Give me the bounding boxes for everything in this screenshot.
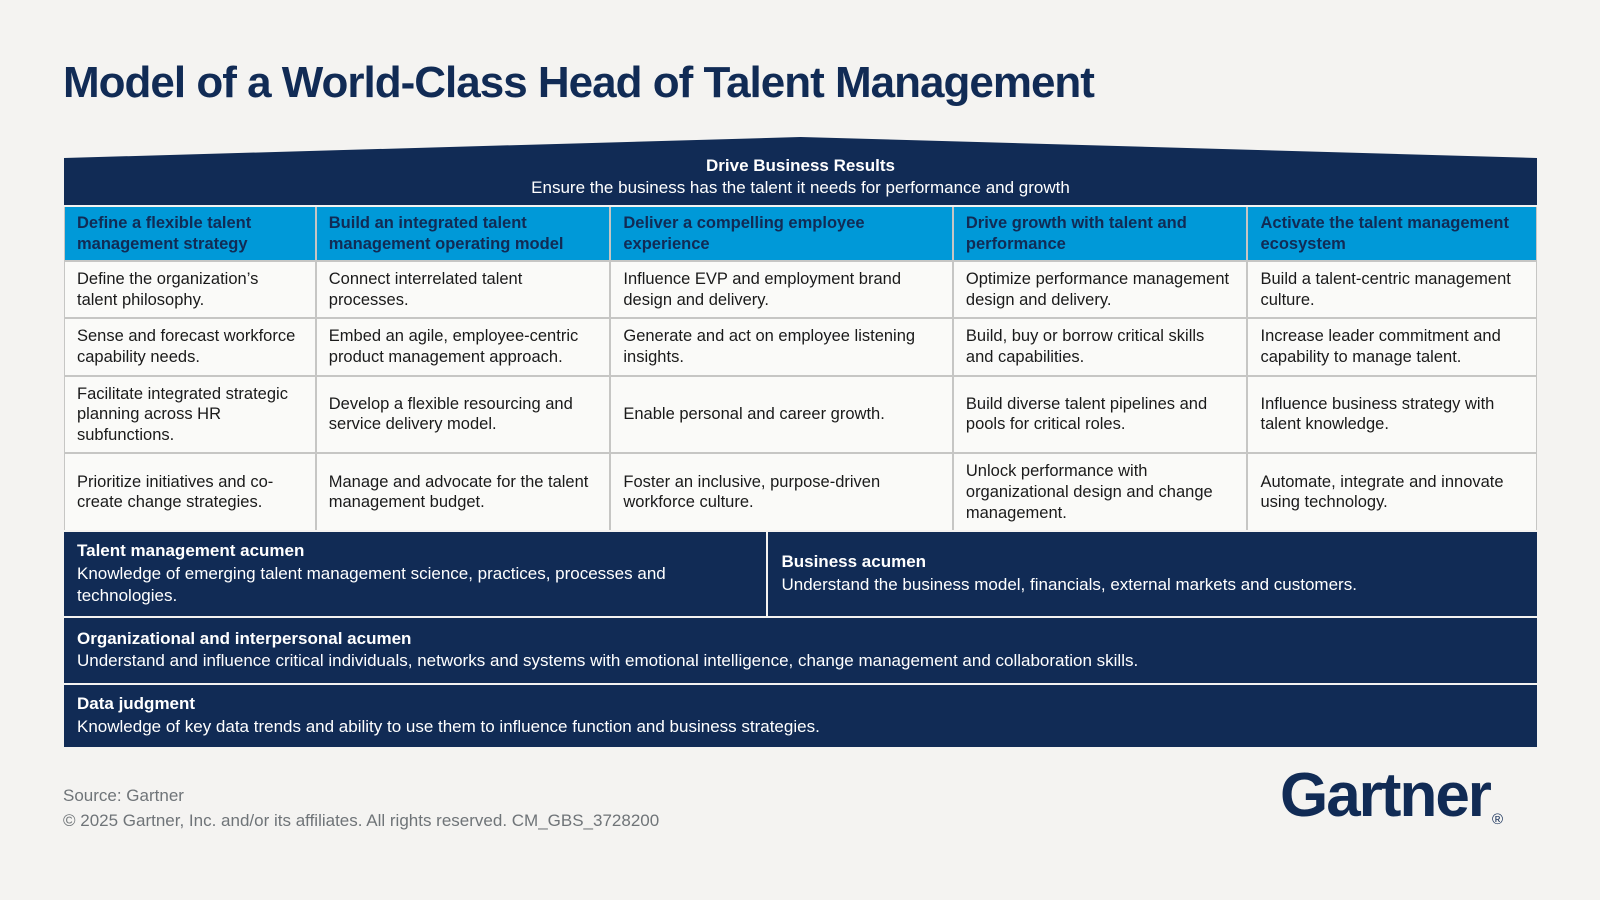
cell-text: Foster an inclusive, purpose-driven work… xyxy=(623,472,881,512)
band-data-judgment: Data judgment Knowledge of key data tren… xyxy=(64,684,1537,747)
model-cell: Connect interrelated talent processes. xyxy=(316,262,610,318)
gartner-logo: Gartner ® xyxy=(1279,760,1503,831)
source-attribution: Source: Gartner © 2025 Gartner, Inc. and… xyxy=(63,784,659,833)
band-talent-management-acumen: Talent management acumen Knowledge of em… xyxy=(64,532,767,616)
cell-text: Build a talent-centric management cultur… xyxy=(1260,270,1511,309)
cell-text: Facilitate integrated strategic planning… xyxy=(77,384,288,444)
model-cell: Enable personal and career growth. xyxy=(611,376,952,453)
model-cell: Facilitate integrated strategic planning… xyxy=(65,376,315,453)
cell-text: Build, buy or borrow critical skills and… xyxy=(965,327,1205,366)
model-cell: Sense and forecast workforce capability … xyxy=(65,319,315,375)
band-business-acumen: Business acumen Understand the business … xyxy=(768,532,1537,616)
talent-management-model: Drive Business Results Ensure the busine… xyxy=(64,137,1537,747)
pillar-header-strategy: Define a flexible talent management stra… xyxy=(65,207,315,260)
cell-text: Enable personal and career growth. xyxy=(623,405,885,424)
model-cell: Embed an agile, employee-centric product… xyxy=(316,319,610,375)
registered-trademark-icon: ® xyxy=(1491,811,1503,828)
pillar-header-operating-model: Build an integrated talent management op… xyxy=(316,207,610,260)
banner-content: Drive Business Results Ensure the busine… xyxy=(64,137,1537,199)
model-cell: Increase leader commitment and capabilit… xyxy=(1248,319,1536,375)
page-title: Model of a World-Class Head of Talent Ma… xyxy=(63,58,1095,107)
banner-heading: Drive Business Results xyxy=(706,156,895,175)
band-organizational-interpersonal-acumen: Organizational and interpersonal acumen … xyxy=(64,617,1537,683)
band-heading: Data judgment xyxy=(77,694,196,714)
model-cell: Foster an inclusive, purpose-driven work… xyxy=(611,454,952,531)
model-cell: Build diverse talent pipelines and pools… xyxy=(953,376,1247,453)
model-cell: Influence business strategy with talent … xyxy=(1248,376,1536,453)
banner-subheading: Ensure the business has the talent it ne… xyxy=(531,178,1070,198)
cell-text: Optimize performance management design a… xyxy=(965,270,1230,309)
cell-text: Build diverse talent pipelines and pools… xyxy=(965,394,1208,434)
band-heading: Organizational and interpersonal acumen xyxy=(77,628,412,648)
cell-text: Influence business strategy with talent … xyxy=(1260,394,1495,434)
model-cell: Automate, integrate and innovate using t… xyxy=(1248,454,1536,531)
acumen-band-pair: Talent management acumen Knowledge of em… xyxy=(64,532,1537,616)
cell-text: Automate, integrate and innovate using t… xyxy=(1260,472,1504,512)
cell-text: Influence EVP and employment brand desig… xyxy=(623,270,901,309)
model-cell: Manage and advocate for the talent manag… xyxy=(316,454,610,531)
cell-text: Embed an agile, employee-centric product… xyxy=(328,327,579,366)
band-description: Understand and influence critical indivi… xyxy=(77,651,1139,671)
model-cell: Unlock performance with organizational d… xyxy=(953,454,1247,531)
model-cell: Develop a flexible resourcing and servic… xyxy=(316,376,610,453)
cell-text: Connect interrelated talent processes. xyxy=(328,270,523,309)
model-cell: Prioritize initiatives and co-create cha… xyxy=(65,454,315,531)
cell-text: Unlock performance with organizational d… xyxy=(965,462,1213,522)
gartner-logo-text: Gartner xyxy=(1279,761,1492,830)
band-heading: Business acumen xyxy=(781,552,927,572)
drive-business-results-banner: Drive Business Results Ensure the busine… xyxy=(64,137,1537,205)
cell-text: Manage and advocate for the talent manag… xyxy=(328,472,589,512)
pillar-header-growth-performance: Drive growth with talent and performance xyxy=(953,207,1247,260)
cell-text: Prioritize initiatives and co-create cha… xyxy=(77,472,274,512)
cell-text: Sense and forecast workforce capability … xyxy=(77,327,296,366)
band-heading: Talent management acumen xyxy=(77,541,305,561)
model-cell: Define the organization’s talent philoso… xyxy=(65,262,315,318)
cell-text: Increase leader commitment and capabilit… xyxy=(1260,327,1501,366)
model-cell: Influence EVP and employment brand desig… xyxy=(611,262,952,318)
pillar-header-ecosystem: Activate the talent management ecosystem xyxy=(1248,207,1536,260)
model-cell: Build, buy or borrow critical skills and… xyxy=(953,319,1247,375)
band-description: Knowledge of key data trends and ability… xyxy=(77,716,820,736)
copyright-line: © 2025 Gartner, Inc. and/or its affiliat… xyxy=(63,810,660,830)
band-description: Understand the business model, financial… xyxy=(781,574,1357,594)
model-cell: Generate and act on employee listening i… xyxy=(611,319,952,375)
source-line: Source: Gartner xyxy=(63,786,184,805)
model-cell: Build a talent-centric management cultur… xyxy=(1248,262,1536,318)
pillar-header-employee-experience: Deliver a compelling employee experience xyxy=(611,207,952,260)
cell-text: Generate and act on employee listening i… xyxy=(623,327,916,366)
pillar-grid: Define a flexible talent management stra… xyxy=(64,207,1537,531)
band-description: Knowledge of emerging talent management … xyxy=(77,563,666,606)
cell-text: Define the organization’s talent philoso… xyxy=(77,270,259,309)
cell-text: Develop a flexible resourcing and servic… xyxy=(328,394,573,434)
model-cell: Optimize performance management design a… xyxy=(953,262,1247,318)
